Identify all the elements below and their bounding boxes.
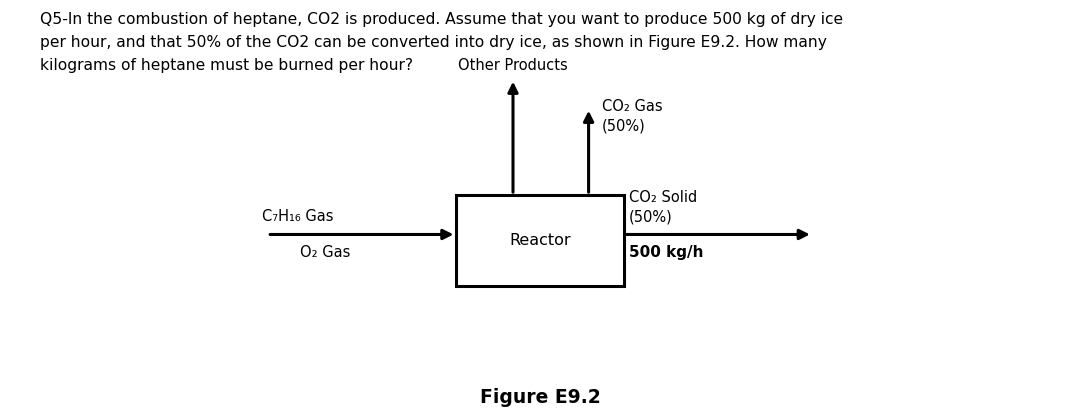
Text: Q5-In the combustion of heptane, CO2 is produced. Assume that you want to produc: Q5-In the combustion of heptane, CO2 is … [40, 12, 843, 73]
Text: CO₂ Gas
(50%): CO₂ Gas (50%) [602, 99, 662, 133]
Text: Reactor: Reactor [509, 233, 571, 248]
Text: C₇H₁₆ Gas: C₇H₁₆ Gas [261, 209, 334, 224]
Text: CO₂ Solid
(50%): CO₂ Solid (50%) [629, 190, 698, 224]
Text: Figure E9.2: Figure E9.2 [480, 388, 600, 407]
Text: Other Products: Other Products [458, 58, 568, 73]
Bar [457, 195, 624, 286]
Text: O₂ Gas: O₂ Gas [300, 245, 350, 260]
Text: 500 kg/h: 500 kg/h [629, 245, 703, 260]
